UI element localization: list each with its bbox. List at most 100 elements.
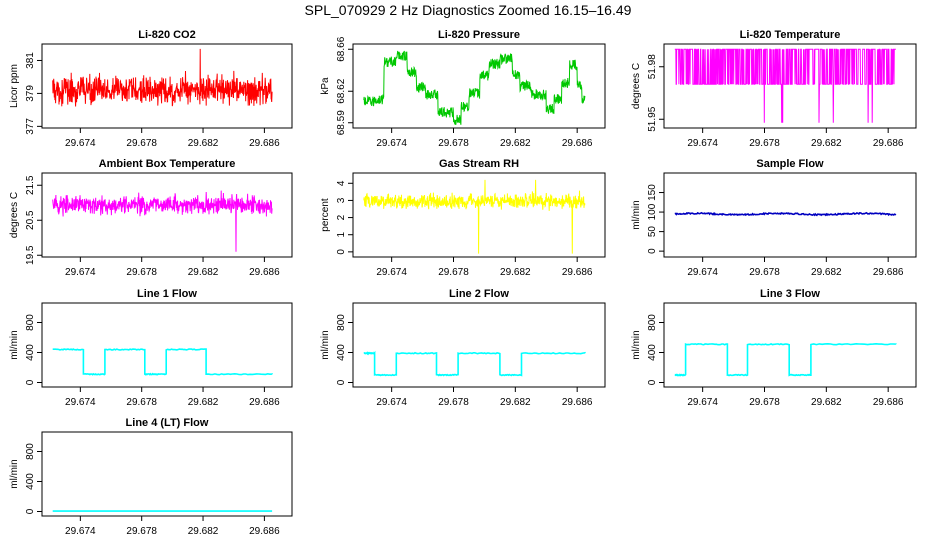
y-tick-label: 68.62 [336, 78, 347, 103]
page-title: SPL_070929 2 Hz Diagnostics Zoomed 16.15… [304, 2, 632, 18]
y-tick-label: 51.98 [647, 54, 658, 79]
x-tick-label: 29.678 [126, 138, 157, 149]
y-tick-label: 3 [336, 197, 347, 203]
chart-title: Li-820 Temperature [740, 29, 841, 41]
series-line [363, 350, 586, 377]
x-tick-label: 29.686 [873, 267, 904, 278]
y-tick-label: 68.66 [336, 36, 347, 61]
x-tick-label: 29.678 [126, 526, 157, 537]
x-tick-label: 29.682 [500, 267, 531, 278]
series-line [674, 48, 896, 123]
x-tick-label: 29.674 [65, 397, 96, 408]
chart-panel-line3: Line 3 Flow 29.674 29.678 29.682 29.686 0 400 8… [631, 288, 917, 408]
chart-title: Sample Flow [756, 158, 824, 170]
y-axis-label: kPa [320, 77, 331, 95]
x-tick-label: 29.674 [376, 138, 407, 149]
x-tick-label: 29.674 [687, 267, 718, 278]
series-line [52, 48, 273, 107]
y-axis-label: Licor ppm [9, 64, 20, 108]
x-tick-label: 29.686 [249, 267, 280, 278]
series-line [363, 179, 586, 254]
x-tick-label: 29.678 [126, 267, 157, 278]
x-tick-label: 29.686 [562, 138, 593, 149]
x-tick-label: 29.674 [376, 397, 407, 408]
y-tick-label: 4 [336, 180, 347, 186]
x-tick-label: 29.682 [500, 397, 531, 408]
x-tick-label: 29.682 [188, 138, 219, 149]
y-tick-label: 377 [25, 118, 36, 135]
series-line [674, 342, 897, 377]
chart-title: Li-820 Pressure [438, 29, 520, 41]
x-tick-label: 29.674 [65, 267, 96, 278]
y-tick-label: 51.95 [647, 106, 658, 131]
y-tick-label: 400 [25, 473, 36, 490]
series-line [52, 190, 273, 252]
x-tick-label: 29.682 [811, 397, 842, 408]
x-tick-label: 29.686 [873, 138, 904, 149]
y-tick-label: 0 [25, 379, 36, 385]
y-axis-label: ml/min [320, 330, 331, 359]
y-tick-label: 20.5 [25, 210, 36, 230]
y-tick-label: 21.5 [25, 175, 36, 195]
y-tick-label: 400 [647, 344, 658, 361]
x-tick-label: 29.682 [811, 138, 842, 149]
y-tick-label: 400 [336, 344, 347, 361]
x-tick-label: 29.686 [249, 526, 280, 537]
x-tick-label: 29.682 [500, 138, 531, 149]
y-tick-label: 0 [25, 508, 36, 514]
plot-frame [352, 302, 606, 388]
chart-title: Line 1 Flow [137, 288, 197, 300]
x-tick-label: 29.674 [65, 138, 96, 149]
y-tick-label: 800 [647, 314, 658, 331]
plot-frame [663, 172, 917, 258]
chart-panel-line2: Line 2 Flow 29.674 29.678 29.682 29.686 0 400 8… [320, 288, 606, 408]
plot-frame [352, 43, 606, 129]
x-tick-label: 29.674 [687, 397, 718, 408]
y-tick-label: 0 [336, 379, 347, 385]
chart-panel-licor_temp: Li-820 Temperature 29.674 29.678 29.682 29.6… [631, 29, 917, 149]
y-tick-label: 400 [25, 344, 36, 361]
x-tick-label: 29.686 [562, 397, 593, 408]
plot-frame [41, 431, 293, 517]
y-tick-label: 800 [25, 443, 36, 460]
x-tick-label: 29.678 [749, 397, 780, 408]
chart-panel-box_temp: Ambient Box Temperature 29.674 29.678 29.68… [9, 158, 293, 278]
x-tick-label: 29.686 [873, 397, 904, 408]
plot-frame [41, 43, 293, 129]
y-tick-label: 379 [25, 85, 36, 102]
x-tick-label: 29.674 [65, 526, 96, 537]
x-tick-label: 29.678 [126, 397, 157, 408]
chart-panel-pressure: Li-820 Pressure 29.674 29.678 29.682 29.686 6… [320, 29, 606, 149]
x-tick-label: 29.686 [562, 267, 593, 278]
x-tick-label: 29.682 [188, 526, 219, 537]
x-tick-label: 29.682 [811, 267, 842, 278]
y-axis-label: degrees C [631, 63, 642, 109]
y-axis-label: ml/min [9, 459, 20, 488]
plot-frame [663, 302, 917, 388]
chart-title: Li-820 CO2 [138, 29, 195, 41]
chart-panel-line4: Line 4 (LT) Flow 29.674 29.678 29.682 29.686… [9, 417, 293, 537]
plot-frame [41, 172, 293, 258]
y-tick-label: 150 [647, 184, 658, 201]
series-line [363, 50, 586, 125]
y-axis-label: ml/min [9, 330, 20, 359]
plot-frame [41, 302, 293, 388]
x-tick-label: 29.686 [249, 138, 280, 149]
chart-panel-sample_flow: Sample Flow 29.674 29.678 29.682 29.686 0 50 10… [631, 158, 917, 278]
chart-panel-rh: Gas Stream RH 29.674 29.678 29.682 29.686 0 1 2… [320, 158, 606, 278]
y-axis-label: degrees C [9, 192, 20, 238]
y-axis-label: ml/min [631, 200, 642, 229]
y-tick-label: 50 [647, 226, 658, 238]
y-tick-label: 2 [336, 214, 347, 220]
x-tick-label: 29.678 [438, 397, 469, 408]
chart-title: Line 3 Flow [760, 288, 820, 300]
y-axis-label: percent [320, 198, 331, 232]
y-tick-label: 68.59 [336, 110, 347, 135]
chart-title: Gas Stream RH [439, 158, 519, 170]
chart-title: Line 2 Flow [449, 288, 509, 300]
y-axis-label: ml/min [631, 330, 642, 359]
x-tick-label: 29.682 [188, 397, 219, 408]
y-tick-label: 800 [25, 314, 36, 331]
y-tick-label: 100 [647, 203, 658, 220]
